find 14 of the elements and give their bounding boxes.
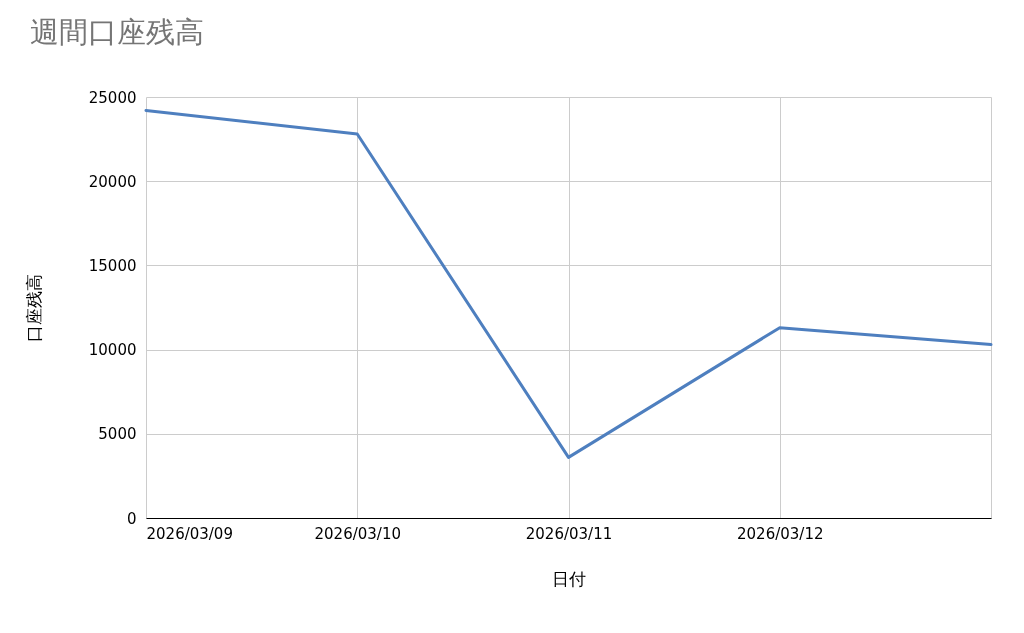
- x-tick-label: 2026/03/11: [525, 524, 613, 543]
- y-axis-title: 口座残高: [23, 274, 44, 342]
- x-axis-title: 日付: [552, 568, 586, 589]
- line-series: [144, 108, 993, 459]
- y-tick-label: 0: [126, 509, 137, 528]
- y-tick-label: 10000: [88, 341, 137, 360]
- y-tick-label: 15000: [88, 256, 137, 275]
- x-tick-label: 2026/03/09: [146, 524, 233, 543]
- x-tick-label: 2026/03/10: [314, 524, 401, 543]
- y-tick-label: 25000: [88, 88, 137, 107]
- y-tick-label: 20000: [88, 172, 137, 191]
- y-tick-label: 5000: [98, 425, 137, 444]
- chart-title: 週間口座残高: [30, 15, 204, 49]
- x-tick-label: 2026/03/12: [737, 524, 824, 543]
